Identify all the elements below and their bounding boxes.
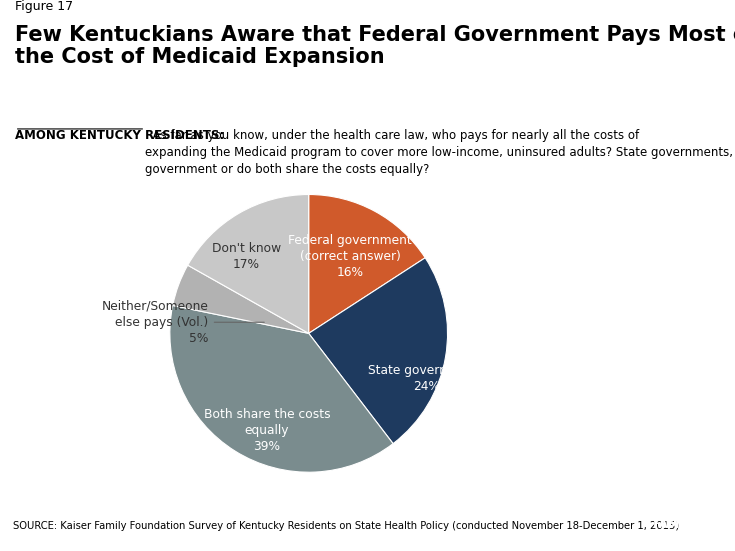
Text: THE HENRY J.: THE HENRY J.	[659, 498, 694, 503]
Wedge shape	[173, 265, 309, 333]
Text: Don't know
17%: Don't know 17%	[212, 242, 281, 272]
Text: FOUNDATION: FOUNDATION	[658, 533, 695, 539]
Wedge shape	[309, 195, 425, 333]
Text: AMONG KENTUCKY RESIDENTS:: AMONG KENTUCKY RESIDENTS:	[15, 129, 224, 142]
Text: KAISER: KAISER	[652, 506, 700, 519]
Text: Neither/Someone
else pays (Vol.)
5%: Neither/Someone else pays (Vol.) 5%	[102, 300, 265, 345]
Text: State governments
24%: State governments 24%	[368, 364, 486, 393]
Text: Both share the costs
equally
39%: Both share the costs equally 39%	[204, 408, 330, 453]
Wedge shape	[309, 258, 448, 444]
Text: FAMILY: FAMILY	[653, 518, 699, 531]
Text: Figure 17: Figure 17	[15, 0, 73, 13]
Text: Federal government
(correct answer)
16%: Federal government (correct answer) 16%	[288, 235, 412, 279]
Text: Few Kentuckians Aware that Federal Government Pays Most of
the Cost of Medicaid : Few Kentuckians Aware that Federal Gover…	[15, 25, 735, 67]
Text: SOURCE: Kaiser Family Foundation Survey of Kentucky Residents on State Health Po: SOURCE: Kaiser Family Foundation Survey …	[13, 521, 679, 531]
Wedge shape	[187, 195, 309, 333]
Text: As far as you know, under the health care law, who pays for nearly all the costs: As far as you know, under the health car…	[146, 129, 735, 176]
Wedge shape	[170, 305, 393, 472]
